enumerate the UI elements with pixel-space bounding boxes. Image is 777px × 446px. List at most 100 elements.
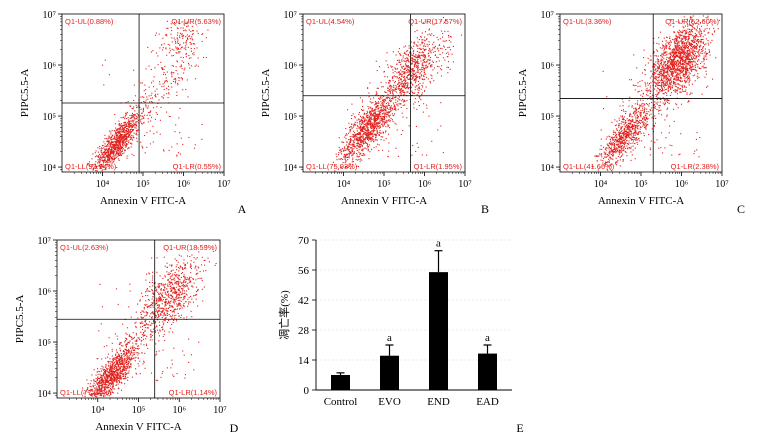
event-dot [186, 56, 187, 57]
event-dot [403, 46, 404, 47]
event-dot [409, 45, 410, 46]
event-dot [134, 118, 135, 119]
event-dot [189, 64, 190, 65]
event-dot [379, 144, 380, 145]
event-dot [161, 44, 162, 45]
event-dot [348, 133, 349, 134]
event-dot [127, 155, 128, 156]
event-dot [115, 155, 116, 156]
event-dot [388, 151, 389, 152]
event-dot [173, 81, 174, 82]
event-dot [386, 82, 387, 83]
event-dot [344, 137, 345, 138]
event-dot [700, 30, 701, 31]
event-dot [692, 51, 693, 52]
event-dot [657, 102, 658, 103]
event-dot [609, 151, 610, 152]
event-dot [644, 107, 645, 108]
event-dot [416, 77, 417, 78]
event-dot [175, 43, 176, 44]
event-dot [380, 98, 381, 99]
event-dot [619, 150, 620, 151]
event-dot [624, 131, 625, 132]
event-dot [596, 155, 597, 156]
event-dot [378, 108, 379, 109]
event-dot [631, 133, 632, 134]
event-dot [437, 72, 438, 73]
event-dot [654, 107, 655, 108]
event-dot [143, 101, 144, 102]
event-dot [388, 142, 389, 143]
event-dot [619, 146, 620, 147]
event-dot [366, 148, 367, 149]
event-dot [405, 45, 406, 46]
event-dot [384, 119, 385, 120]
event-dot [403, 100, 404, 101]
event-dot [598, 155, 599, 156]
event-dot [610, 152, 611, 153]
event-dot [413, 107, 414, 108]
event-dot [686, 42, 687, 43]
event-dot [402, 117, 403, 118]
event-dot [614, 147, 615, 148]
event-dot [370, 126, 371, 127]
event-dot [415, 56, 416, 57]
event-dot [163, 150, 164, 151]
event-dot [131, 137, 132, 138]
event-dot [353, 125, 354, 126]
event-dot [112, 152, 113, 153]
event-dot [350, 130, 351, 131]
event-dot [606, 138, 607, 139]
event-dot [431, 33, 432, 34]
event-dot [447, 31, 448, 32]
event-dot [409, 48, 410, 49]
event-dot [191, 48, 192, 49]
event-dot [654, 66, 655, 67]
event-dot [382, 113, 383, 114]
event-dot [441, 30, 442, 31]
event-dot [140, 121, 141, 122]
event-dot [399, 103, 400, 104]
event-dot [612, 144, 613, 145]
event-dot [183, 42, 184, 43]
event-dot [389, 81, 390, 82]
event-dot [447, 67, 448, 68]
event-dot [401, 59, 402, 60]
event-dot [121, 155, 122, 156]
event-dot [699, 54, 700, 55]
event-dot [625, 123, 626, 124]
event-dot [660, 110, 661, 111]
event-dot [703, 36, 704, 37]
event-dot [418, 63, 419, 64]
event-dot [399, 90, 400, 91]
event-dot [167, 21, 168, 22]
event-dot [179, 35, 180, 36]
event-dot [123, 122, 124, 123]
event-dot [689, 78, 690, 79]
event-dot [380, 101, 381, 102]
event-dot [681, 40, 682, 41]
event-dot [674, 42, 675, 43]
event-dot [356, 138, 357, 139]
event-dot [682, 70, 683, 71]
event-dot [433, 80, 434, 81]
event-dot [159, 34, 160, 35]
event-dot [404, 101, 405, 102]
event-dot [386, 122, 387, 123]
event-dot [376, 91, 377, 92]
event-dot [440, 48, 441, 49]
event-dot [162, 49, 163, 50]
event-dot [698, 53, 699, 54]
event-dot [359, 146, 360, 147]
event-dot [171, 73, 172, 74]
event-dot [109, 150, 110, 151]
event-dot [432, 69, 433, 70]
event-dot [377, 140, 378, 141]
event-dot [449, 40, 450, 41]
event-dot [381, 118, 382, 119]
event-dot [664, 69, 665, 70]
event-dot [635, 140, 636, 141]
event-dot [695, 67, 696, 68]
event-dot [144, 115, 145, 116]
